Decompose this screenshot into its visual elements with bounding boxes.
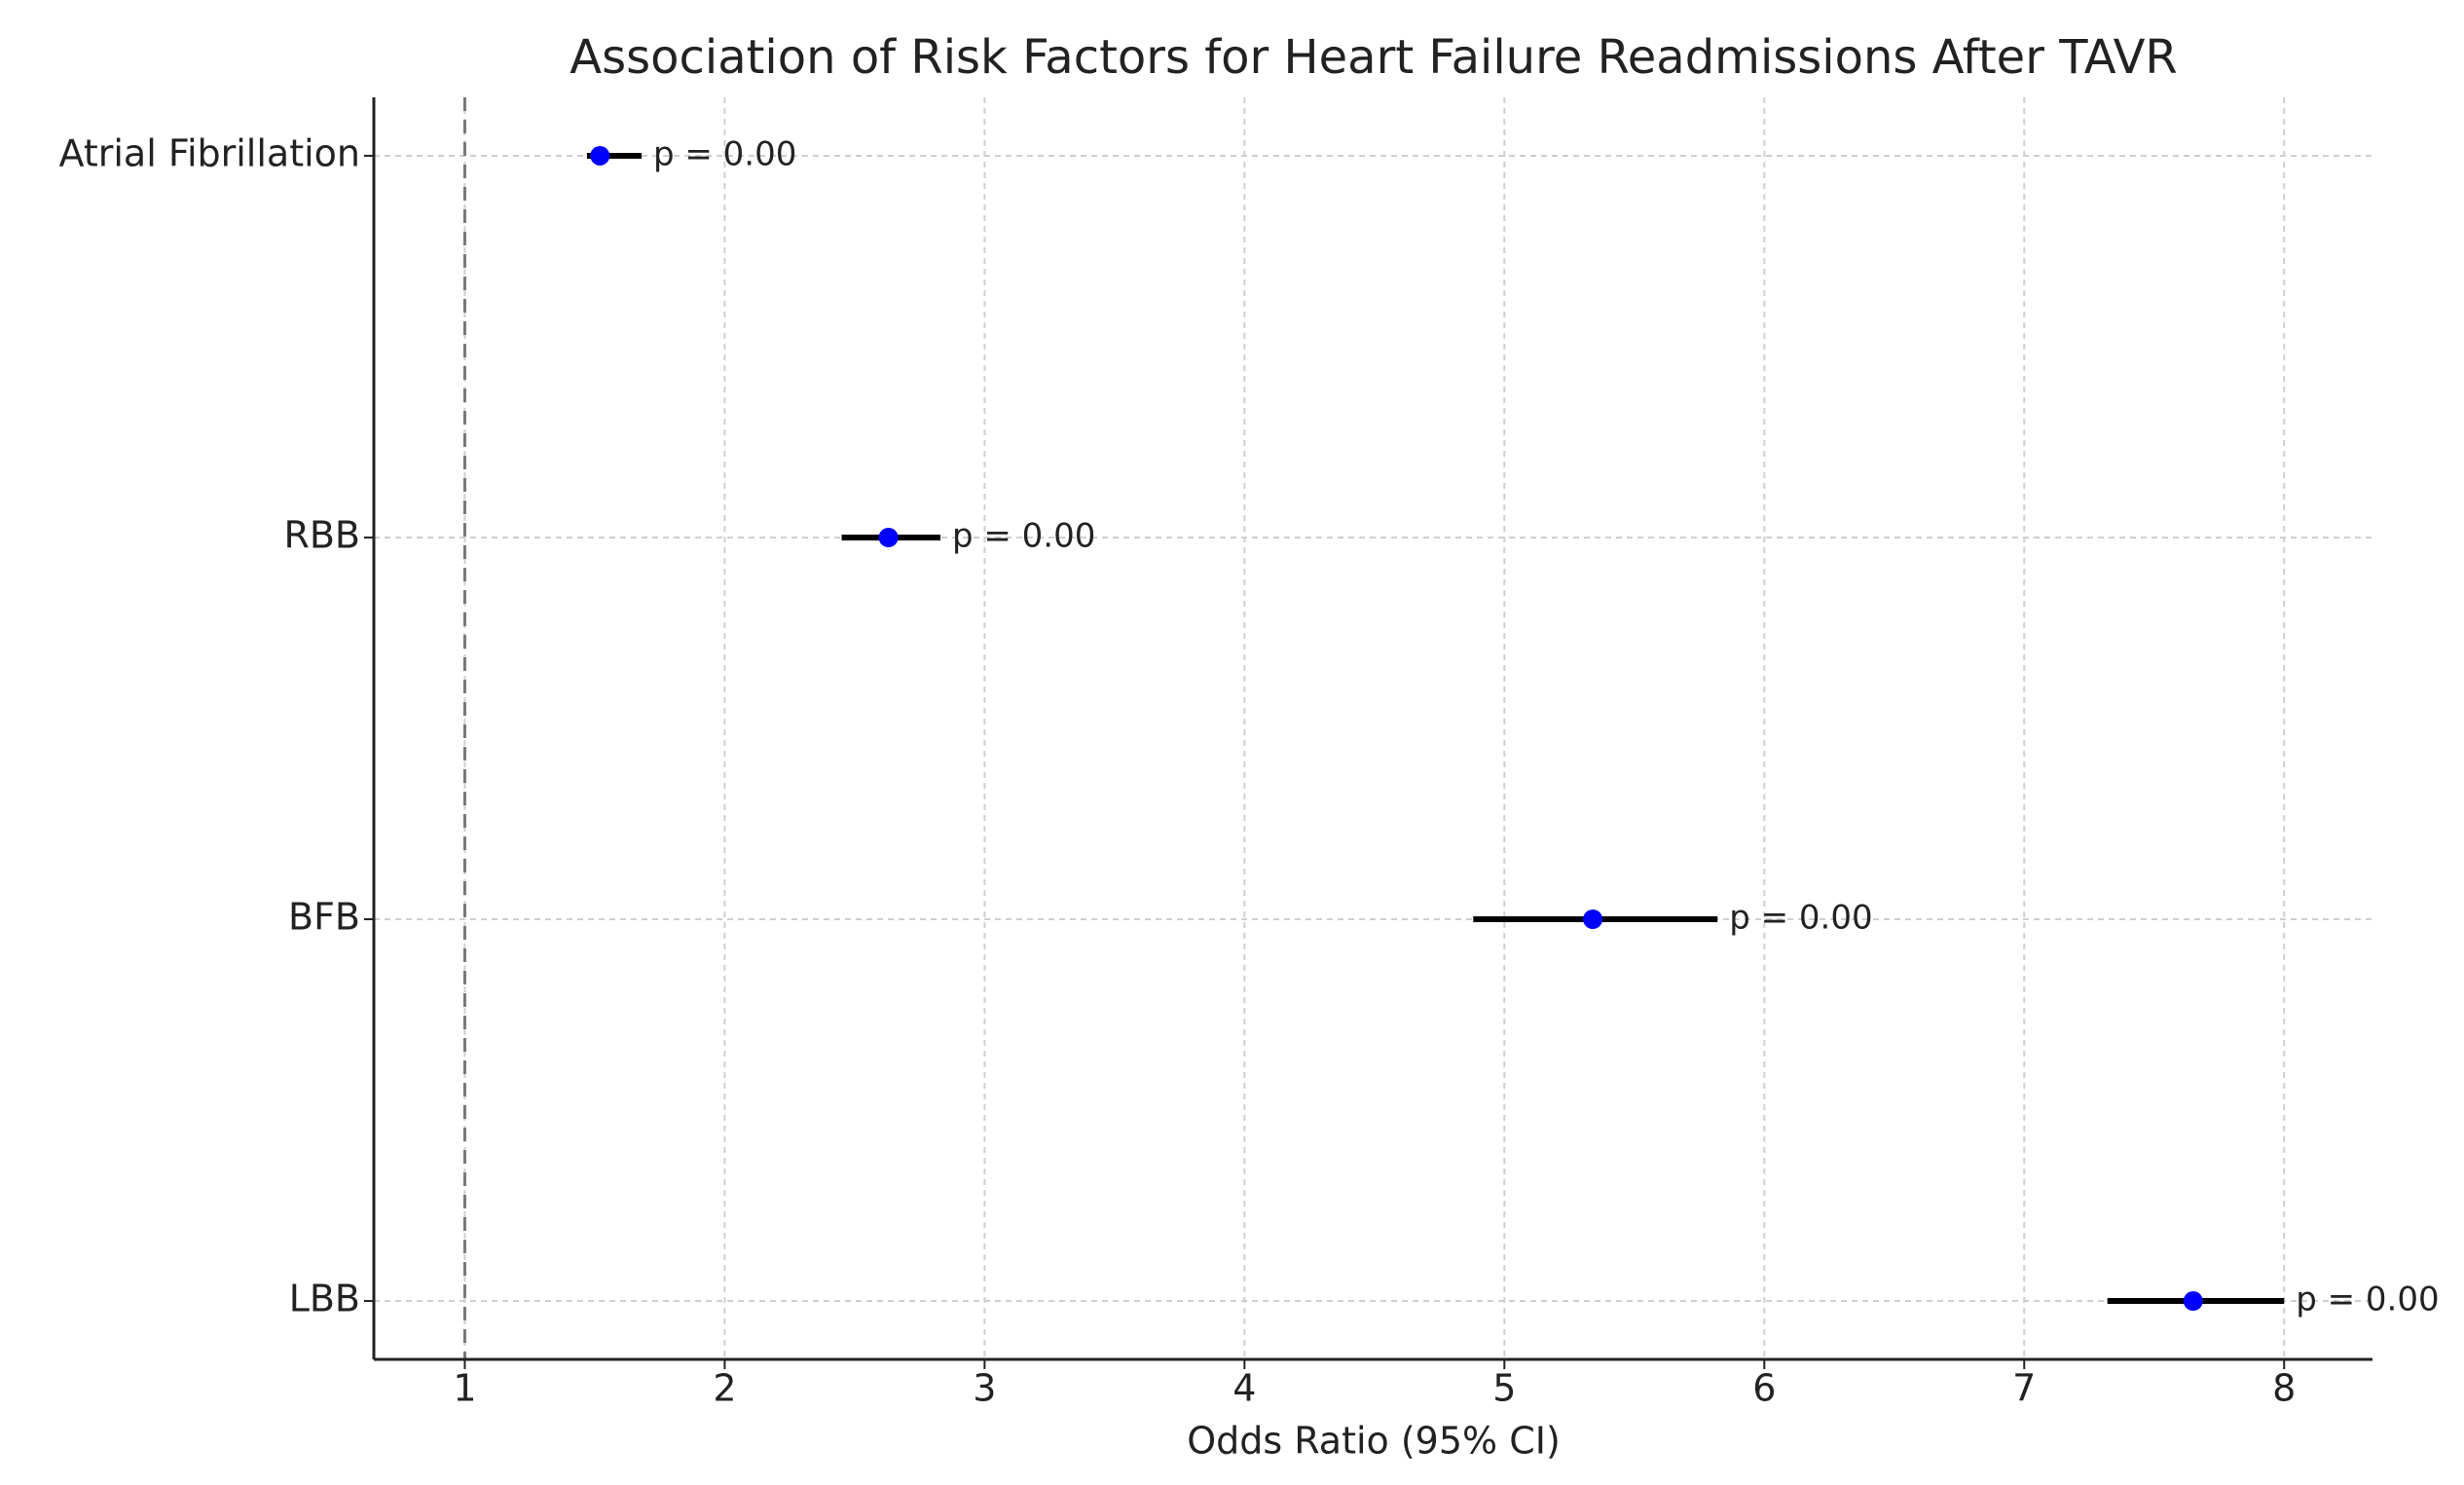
p-value-label: p = 0.00 xyxy=(653,134,796,173)
x-tick-label: 7 xyxy=(2012,1367,2036,1410)
x-tick-label: 4 xyxy=(1232,1367,1256,1410)
y-tick-label: BFB xyxy=(288,896,360,939)
x-tick-label: 5 xyxy=(1492,1367,1516,1410)
y-tick-label: LBB xyxy=(289,1278,360,1320)
p-value-label: p = 0.00 xyxy=(952,516,1095,555)
x-tick-label: 3 xyxy=(973,1367,996,1410)
chart-title: Association of Risk Factors for Heart Fa… xyxy=(570,30,2178,85)
x-tick-label: 2 xyxy=(713,1367,736,1410)
x-tick-label: 1 xyxy=(453,1367,476,1410)
point-estimate xyxy=(590,145,610,166)
point-estimate xyxy=(1583,910,1603,930)
y-tick-label: Atrial Fibrillation xyxy=(59,131,360,174)
x-tick-label: 8 xyxy=(2272,1367,2296,1410)
point-estimate xyxy=(878,527,899,547)
p-value-label: p = 0.00 xyxy=(1729,899,1872,938)
p-value-label: p = 0.00 xyxy=(2296,1281,2439,1319)
x-axis-label: Odds Ratio (95% CI) xyxy=(1187,1420,1561,1463)
x-tick-label: 6 xyxy=(1752,1367,1776,1410)
y-tick-label: RBB xyxy=(283,513,360,556)
point-estimate xyxy=(2183,1291,2203,1312)
